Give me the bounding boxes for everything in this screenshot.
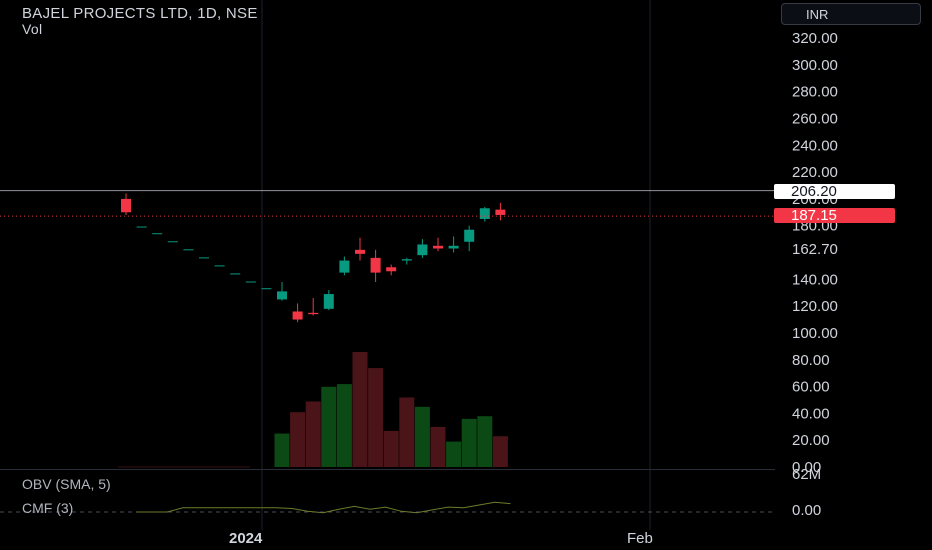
candle-body [370, 257, 381, 273]
obv-indicator-label[interactable]: OBV (SMA, 5) [22, 476, 111, 492]
volume-label: Vol [22, 21, 43, 37]
last-price-tag: 187.15 [774, 208, 895, 223]
volume-bar [383, 430, 399, 467]
y-tick-label: 40.00 [792, 405, 830, 422]
volume-series [118, 352, 508, 468]
price-axis[interactable]: 0.00 20.00 40.00 60.00 80.00 100.00 120.00 140.… [792, 30, 838, 476]
y-tick-label: 140.00 [792, 271, 838, 288]
y-tick-label: 300.00 [792, 57, 838, 74]
volume-bar [290, 412, 306, 467]
y-tick-label: 260.00 [792, 110, 838, 127]
volume-bar [430, 426, 446, 467]
candle-body [448, 245, 459, 249]
volume-bar [305, 401, 321, 467]
candle-body [495, 209, 506, 215]
pane-separator [0, 469, 775, 470]
y-tick-label: 60.00 [792, 379, 830, 396]
candle-body [401, 259, 412, 261]
candle-body [433, 245, 443, 249]
volume-bar [336, 384, 352, 467]
volume-bar [321, 386, 337, 467]
candle-body [464, 229, 475, 242]
cmf-series [0, 501, 775, 514]
high-price-tag: 206.20 [774, 184, 895, 199]
cmf-axis-value: 0.00 [792, 502, 822, 519]
candle-body [386, 267, 397, 272]
y-tick-label: 100.00 [792, 325, 838, 342]
volume-bar [461, 418, 477, 467]
y-tick-label: 240.00 [792, 137, 838, 154]
reference-lines [0, 190, 775, 217]
y-tick-label: 162.70 [792, 241, 838, 258]
y-tick-label: 120.00 [792, 298, 838, 315]
candle-body [355, 249, 365, 254]
candle-body [292, 311, 303, 320]
candle-body [339, 260, 350, 273]
x-axis-label-feb: Feb [627, 530, 653, 547]
candle-body [308, 312, 319, 315]
y-tick-label: 20.00 [792, 432, 830, 449]
cmf-indicator-label[interactable]: CMF (3) [22, 500, 74, 516]
y-tick-label: 320.00 [792, 30, 838, 47]
candles-series [121, 193, 506, 323]
volume-bar [446, 441, 462, 467]
volume-bar [352, 352, 368, 467]
x-axis-label-2024: 2024 [229, 530, 263, 547]
volume-bar [414, 406, 430, 467]
volume-bar [477, 416, 493, 467]
y-tick-label: 280.00 [792, 84, 838, 101]
chart-title: BAJEL PROJECTS LTD, 1D, NSE [22, 5, 258, 22]
candle-body [323, 294, 334, 309]
volume-bar [399, 397, 415, 467]
cmf-line [136, 501, 511, 514]
chart-grid [261, 0, 651, 530]
obv-axis-value: 62M [792, 466, 822, 483]
candle-body [417, 244, 428, 256]
volume-bar [368, 368, 384, 467]
y-tick-label: 0.00 [792, 459, 821, 476]
y-tick-label: 80.00 [792, 352, 830, 369]
candle-body [121, 198, 131, 213]
candle-body [277, 291, 287, 300]
volume-bar [492, 436, 508, 467]
currency-selector[interactable]: INR [781, 3, 921, 25]
candle-body [479, 208, 490, 219]
y-tick-label: 220.00 [792, 164, 838, 181]
volume-bar [274, 433, 290, 467]
